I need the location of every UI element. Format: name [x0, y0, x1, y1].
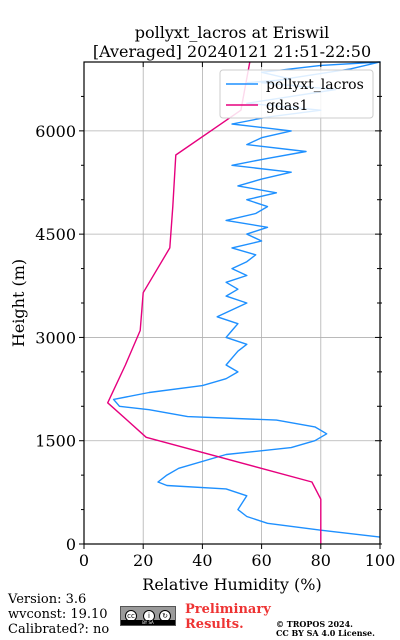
footer-info: Version: 3.6 wvconst: 19.10 Calibrated?:…: [8, 592, 109, 637]
legend-box: [219, 69, 374, 119]
chart-title-line2: [Averaged] 20240121 21:51-22:50: [93, 42, 371, 61]
cc-badge-strip: BY SA: [121, 620, 175, 625]
y-tick-label: 0: [66, 535, 76, 554]
y-tick-label: 6000: [35, 122, 76, 141]
y-tick-label: 4500: [35, 225, 76, 244]
calibrated-text: Calibrated?: no: [8, 622, 110, 637]
preliminary-line1: Preliminary: [185, 602, 271, 617]
copyright-line2: CC BY SA 4.0 License.: [276, 628, 375, 638]
sa-icon: ↻: [159, 610, 171, 622]
chart-title-line1: pollyxt_lacros at Eriswil: [135, 23, 329, 42]
legend-label-gdas1: gdas1: [266, 98, 308, 114]
version-text: Version: 3.6: [8, 592, 87, 607]
cc-license-badge: cc i ↻ BY SA: [120, 606, 176, 626]
grid-lines: [84, 62, 380, 544]
wvconst-text: wvconst: 19.10: [8, 607, 108, 622]
plot-frame: [83, 61, 381, 545]
legend: pollyxt_lacros gdas1: [219, 69, 374, 119]
x-tick-label: 20: [133, 551, 153, 570]
x-tick-label: 80: [311, 551, 331, 570]
copyright-notice: © TROPOS 2024. CC BY SA 4.0 License.: [276, 620, 375, 638]
x-tick-label: 100: [365, 551, 396, 570]
axis-ticks: 0 20 40 60 80 100 0 1500 3000 4500 6000: [35, 62, 395, 570]
preliminary-notice: Preliminary Results.: [185, 602, 271, 632]
x-tick-label: 40: [192, 551, 212, 570]
x-tick-label: 0: [79, 551, 89, 570]
y-tick-label: 3000: [35, 328, 76, 347]
y-tick-label: 1500: [35, 432, 76, 451]
x-axis-label: Relative Humidity (%): [142, 575, 321, 594]
x-tick-label: 60: [251, 551, 271, 570]
series-line-gdas1: [106, 61, 322, 544]
preliminary-line2: Results.: [185, 617, 244, 632]
y-axis-label: Height (m): [9, 259, 28, 347]
legend-label-pollyxt: pollyxt_lacros: [266, 77, 364, 93]
copyright-line1: © TROPOS 2024.: [276, 619, 353, 629]
series-layer: [106, 61, 381, 544]
series-line-pollyxt_lacros: [112, 61, 381, 538]
